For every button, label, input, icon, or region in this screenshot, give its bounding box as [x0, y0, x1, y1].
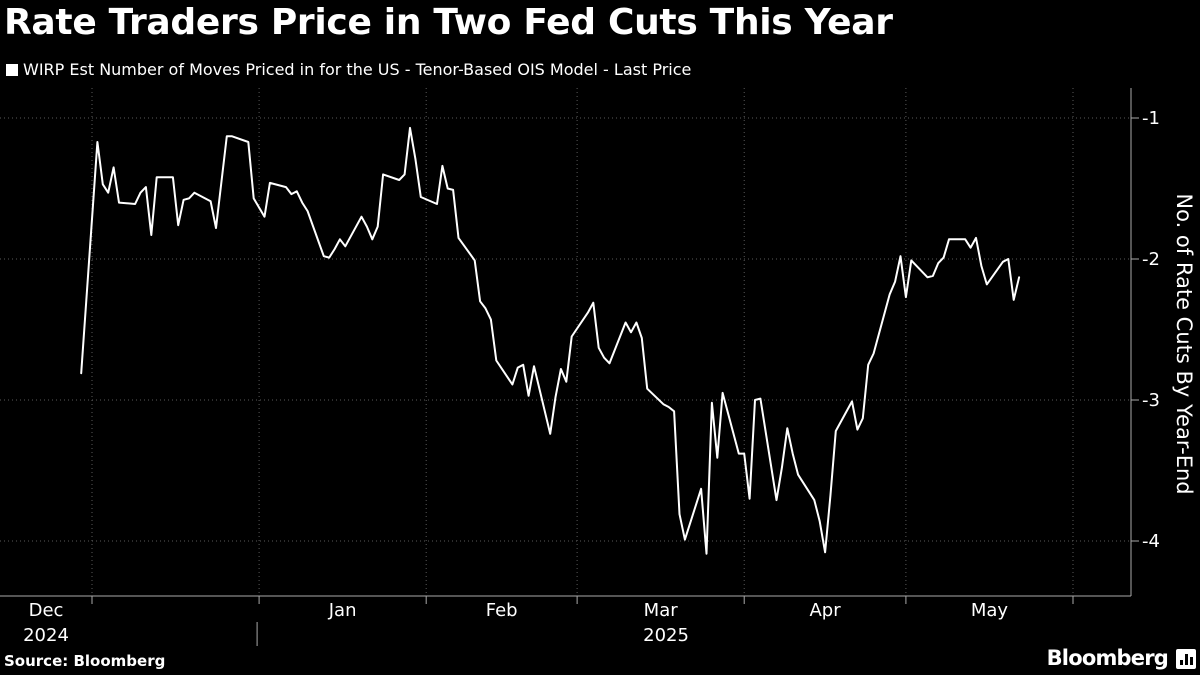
bloomberg-logo: Bloomberg [1046, 646, 1169, 670]
legend: WIRP Est Number of Moves Priced in for t… [6, 60, 691, 79]
x-tick-label: Jan [328, 600, 357, 621]
source-note: Source: Bloomberg [4, 652, 166, 670]
series-line [80, 126, 1021, 555]
chart-title: Rate Traders Price in Two Fed Cuts This … [4, 2, 893, 43]
bloomberg-chart-icon [1176, 649, 1196, 669]
x-tick-label: Feb [486, 600, 518, 621]
x-year-label: 2025 [643, 625, 689, 646]
y-tick-label: -4 [1142, 531, 1160, 552]
y-axis-title: No. of Rate Cuts By Year-End [1172, 193, 1196, 495]
x-tick-label: May [971, 600, 1009, 621]
x-year-label: 2024 [23, 625, 69, 646]
y-tick-label: -3 [1142, 390, 1160, 411]
x-tick-label: Mar [644, 600, 679, 621]
y-tick-label: -1 [1142, 108, 1160, 129]
legend-label: WIRP Est Number of Moves Priced in for t… [23, 60, 692, 79]
legend-swatch [6, 63, 18, 76]
y-tick-label: -2 [1142, 249, 1160, 270]
x-tick-label: Dec [29, 600, 64, 621]
x-tick-label: Apr [809, 600, 841, 621]
